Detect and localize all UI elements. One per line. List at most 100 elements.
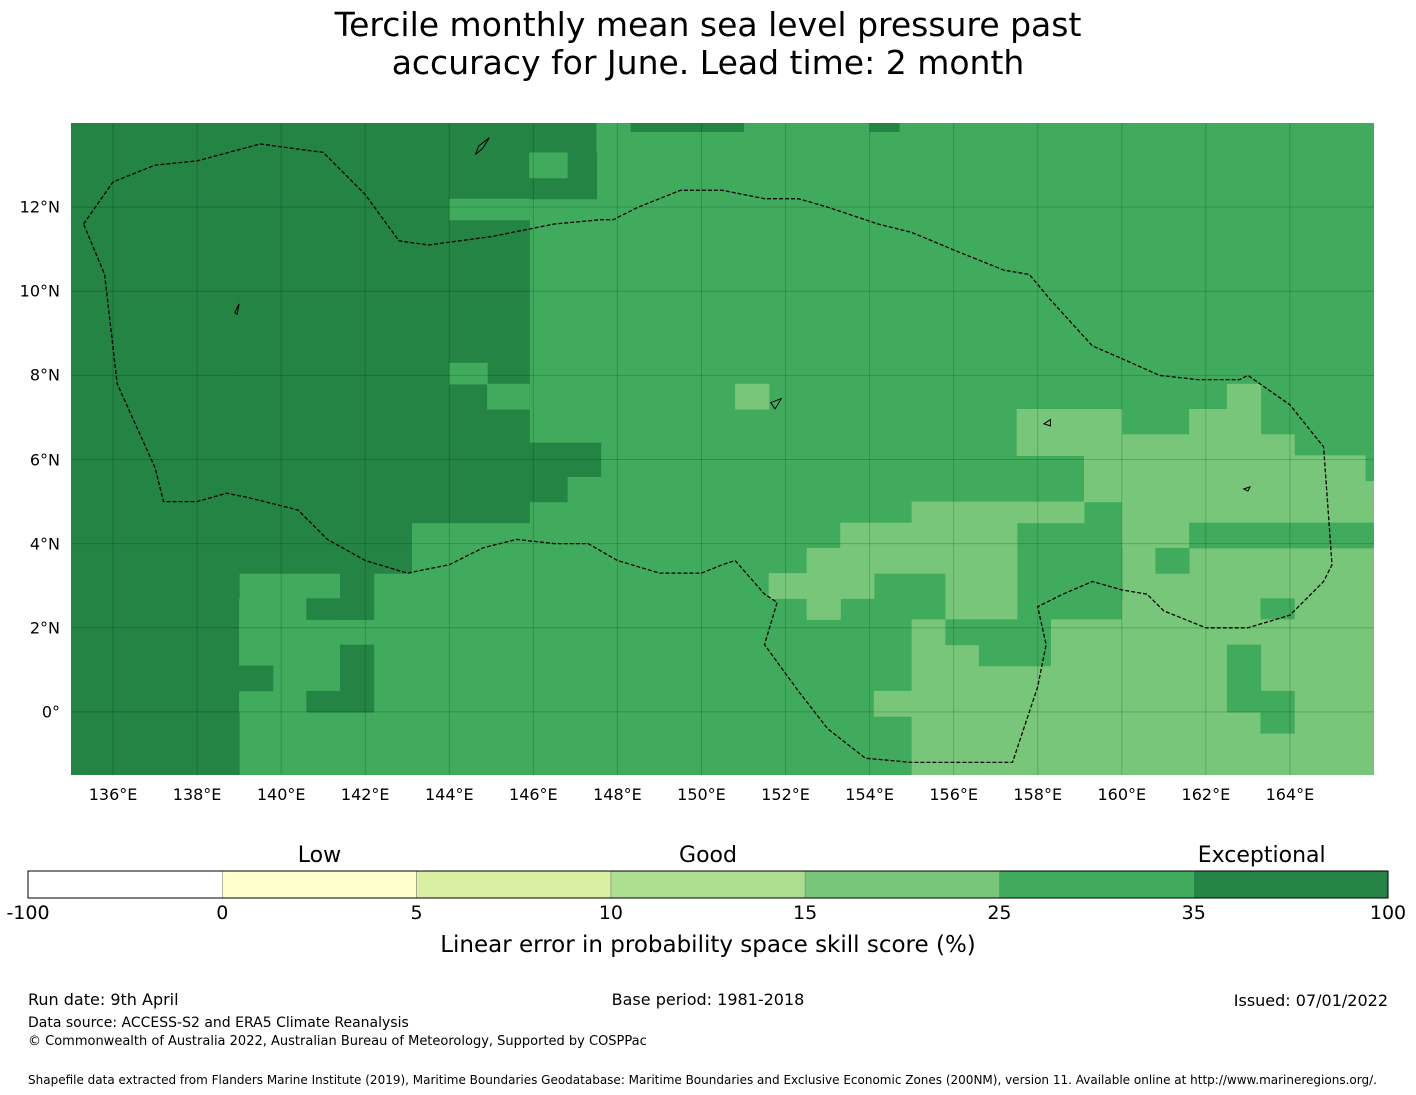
skill-cell-47 (1260, 690, 1295, 734)
skill-cell-39 (1189, 522, 1374, 549)
skill-cell-21 (306, 690, 341, 713)
skill-cell-27 (1226, 383, 1262, 456)
data-source: Data source: ACCESS-S2 and ERA5 Climate … (28, 1015, 409, 1031)
lat-tick-label: 6°N (29, 450, 60, 470)
colorbar-bin-4 (804, 870, 1000, 899)
skill-cell-30 (1121, 501, 1374, 524)
island-outline-3 (770, 397, 783, 410)
lon-tick-label: 136°E (88, 785, 138, 804)
colorbar-bin-2 (416, 870, 612, 899)
skill-cell-14 (487, 383, 530, 410)
lon-tick-label: 156°E (929, 785, 978, 804)
lat-tick-label: 0° (41, 702, 60, 722)
colorbar-bin-3 (610, 870, 806, 899)
colorbar-tick-label: -100 (6, 902, 50, 924)
colorbar (27, 870, 1389, 899)
lon-tick-label: 144°E (424, 785, 474, 804)
colorbar-tick-label: 25 (987, 902, 1012, 924)
skill-cell-34 (768, 573, 875, 599)
skill-cell-24 (1016, 409, 1123, 456)
run-date: Run date: 9th April (28, 990, 179, 1009)
lat-tick-label: 12°N (19, 197, 60, 217)
lat-tick-label: 4°N (29, 534, 60, 554)
skill-cell-31 (911, 501, 1085, 524)
lon-tick-label: 148°E (593, 785, 642, 804)
colorbar-title: Linear error in probability space skill … (440, 932, 976, 958)
lon-tick-label: 138°E (172, 785, 222, 804)
graticule (71, 123, 1374, 775)
skill-cell-28 (1260, 434, 1295, 456)
colorbar-category-label: Exceptional (1197, 843, 1326, 868)
skill-cell-40 (1084, 547, 1123, 599)
colorbar-bin-6 (1193, 870, 1389, 899)
lon-tick-label: 146°E (509, 785, 558, 804)
lon-tick-label: 158°E (1013, 785, 1063, 804)
chart-title: Tercile monthly mean sea level pressure … (0, 6, 1416, 82)
lat-tick-label: 2°N (29, 618, 60, 638)
colorbar-tick-label: 15 (793, 902, 818, 924)
lat-tick-label: 8°N (29, 365, 60, 385)
skill-cell-35 (806, 598, 841, 620)
colorbar-bin-1 (222, 870, 417, 899)
colorbar-tick-label: 100 (1369, 902, 1407, 924)
copyright: © Commonwealth of Australia 2022, Austra… (28, 1034, 647, 1049)
island-outline-0 (474, 137, 490, 155)
lon-tick-label: 162°E (1181, 785, 1231, 804)
colorbar-bin-0 (27, 870, 223, 899)
skill-cell-33 (806, 547, 1018, 574)
skill-cell-48 (1365, 455, 1374, 482)
colorbar-tick-label: 0 (216, 902, 229, 924)
skill-cell-10 (449, 198, 530, 221)
skill-cell-12 (596, 123, 631, 153)
lat-tick-label: 10°N (19, 281, 60, 301)
skill-map (71, 123, 1374, 775)
skill-cell-41 (1260, 598, 1295, 620)
skill-regions (71, 123, 1374, 775)
skill-cell-18 (306, 598, 341, 620)
lon-tick-label: 152°E (761, 785, 810, 804)
skill-cell-38 (1155, 547, 1190, 574)
issued-date: Issued: 07/01/2022 (1233, 991, 1388, 1010)
lon-tick-label: 164°E (1265, 785, 1315, 804)
lon-tick-label: 154°E (845, 785, 894, 804)
island-outline-2 (234, 303, 240, 316)
chart-title-line2: accuracy for June. Lead time: 2 month (391, 43, 1025, 82)
lon-tick-label: 142°E (340, 785, 390, 804)
skill-cell-46 (1226, 644, 1262, 713)
skill-cell-29 (1084, 455, 1374, 503)
skill-cell-7 (529, 442, 568, 503)
skill-cell-22 (239, 665, 274, 692)
skill-cell-1 (71, 123, 240, 775)
skill-cell-36 (945, 573, 1018, 620)
skill-cell-43 (873, 690, 913, 717)
skill-cell-5 (596, 123, 745, 132)
shapefile-credit: Shapefile data extracted from Flanders M… (28, 1073, 1377, 1087)
colorbar-category-label: Low (297, 843, 342, 868)
colorbar-frame (27, 870, 1389, 899)
island-outline-5 (1242, 486, 1251, 492)
base-period: Base period: 1981-2018 (611, 990, 805, 1009)
skill-cell-16 (239, 598, 307, 713)
colorbar-bin-5 (999, 870, 1195, 899)
lon-tick-label: 160°E (1097, 785, 1147, 804)
skill-cell-26 (1189, 409, 1228, 456)
island-outline-4 (1042, 418, 1051, 427)
skill-cell-9 (411, 198, 450, 309)
colorbar-tick-label: 5 (410, 902, 423, 924)
colorbar-category-label: Good (679, 843, 737, 868)
lon-tick-label: 140°E (256, 785, 306, 804)
colorbar-tick-label: 10 (598, 902, 623, 924)
land-outlines (234, 137, 1251, 492)
skill-cell-8 (567, 442, 602, 477)
skill-cell-19 (340, 573, 375, 620)
skill-cell-45 (978, 644, 1051, 667)
eez-outline-0 (82, 143, 1333, 764)
skill-cell-13 (449, 362, 488, 385)
skill-cell-32 (840, 522, 1018, 549)
colorbar-tick-label: 35 (1181, 902, 1206, 924)
map-plot-area (71, 123, 1374, 775)
eez-boundary (82, 143, 1333, 764)
skill-cell-23 (735, 383, 770, 410)
chart-title-line1: Tercile monthly mean sea level pressure … (334, 5, 1082, 44)
skill-cell-25 (1121, 434, 1190, 456)
